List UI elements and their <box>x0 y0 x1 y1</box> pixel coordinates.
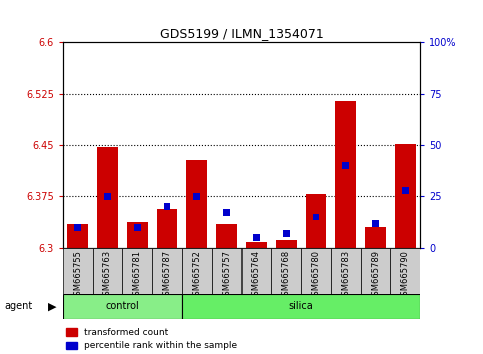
Bar <box>365 227 386 248</box>
Bar <box>313 213 319 221</box>
Bar <box>242 248 271 294</box>
Text: GSM665783: GSM665783 <box>341 250 350 301</box>
Legend: transformed count, percentile rank within the sample: transformed count, percentile rank withi… <box>63 324 241 354</box>
Bar <box>246 242 267 248</box>
Text: GSM665768: GSM665768 <box>282 250 291 301</box>
Bar <box>164 203 170 210</box>
Bar <box>301 248 331 294</box>
Text: GSM665780: GSM665780 <box>312 250 320 301</box>
Bar <box>390 248 420 294</box>
Bar <box>361 248 390 294</box>
Text: GSM665790: GSM665790 <box>401 250 410 301</box>
Bar <box>156 209 177 248</box>
Text: GSM665787: GSM665787 <box>163 250 171 301</box>
Bar <box>223 210 230 216</box>
Bar <box>186 160 207 248</box>
Text: agent: agent <box>5 301 33 311</box>
Bar <box>122 248 152 294</box>
Bar <box>97 147 118 248</box>
Bar <box>63 294 182 319</box>
Bar <box>306 194 327 248</box>
Bar <box>152 248 182 294</box>
Text: GSM665789: GSM665789 <box>371 250 380 301</box>
Bar <box>67 224 88 248</box>
Bar <box>182 294 420 319</box>
Bar <box>74 224 81 231</box>
Bar <box>63 248 93 294</box>
Text: GSM665764: GSM665764 <box>252 250 261 301</box>
Text: GSM665781: GSM665781 <box>133 250 142 301</box>
Title: GDS5199 / ILMN_1354071: GDS5199 / ILMN_1354071 <box>159 27 324 40</box>
Bar <box>127 222 148 248</box>
Bar <box>271 248 301 294</box>
Bar <box>93 248 122 294</box>
Bar <box>335 101 356 248</box>
Bar <box>372 220 379 227</box>
Bar <box>276 240 297 248</box>
Text: GSM665755: GSM665755 <box>73 250 82 301</box>
Text: ▶: ▶ <box>48 301 57 311</box>
Bar <box>342 162 349 169</box>
Bar <box>331 248 361 294</box>
Bar <box>283 230 289 237</box>
Text: control: control <box>105 301 139 311</box>
Text: GSM665757: GSM665757 <box>222 250 231 301</box>
Bar <box>104 193 111 200</box>
Text: GSM665752: GSM665752 <box>192 250 201 301</box>
Bar <box>194 193 200 200</box>
Bar <box>395 144 416 248</box>
Bar <box>216 224 237 248</box>
Bar <box>253 234 260 241</box>
Text: silica: silica <box>289 301 313 311</box>
Bar <box>134 224 141 231</box>
Text: GSM665763: GSM665763 <box>103 250 112 301</box>
Bar <box>182 248 212 294</box>
Bar <box>212 248 242 294</box>
Bar <box>402 187 409 194</box>
